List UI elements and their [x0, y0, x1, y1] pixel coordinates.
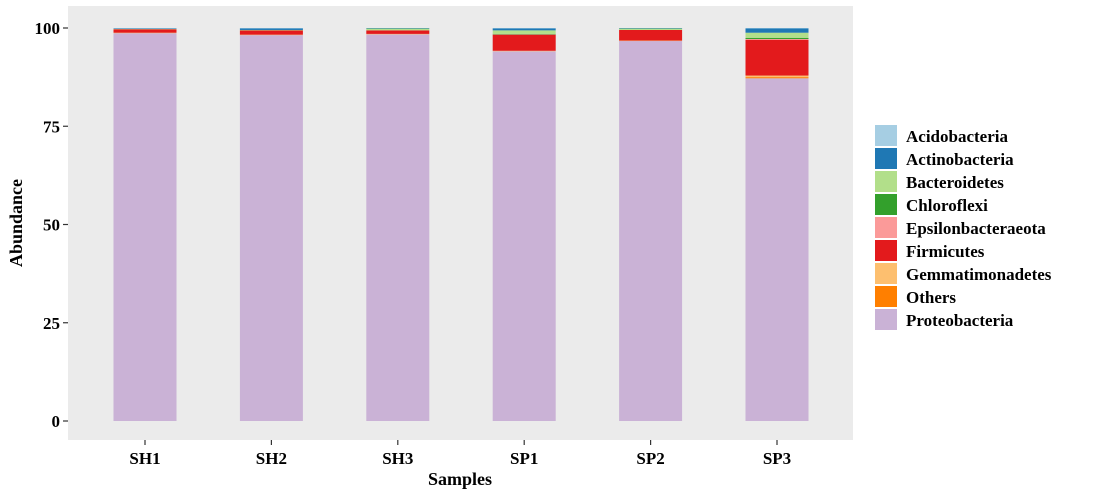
- legend-label-bacteroidetes: Bacteroidetes: [906, 173, 1004, 192]
- bar-segment-sp3-others: [745, 77, 809, 79]
- x-tick-label: SH1: [129, 449, 160, 468]
- y-tick-label: 100: [35, 19, 61, 38]
- x-tick-label: SH3: [382, 449, 413, 468]
- legend-swatch-acidobacteria: [875, 125, 897, 146]
- y-tick-label: 0: [52, 412, 61, 431]
- bar-segment-sp2-firmicutes: [619, 29, 683, 41]
- bar-segment-sp2-bacteroidetes: [619, 28, 683, 30]
- legend-label-acidobacteria: Acidobacteria: [906, 127, 1008, 146]
- legend: Acidobacteria Actinobacteria Bacteroidetes…: [875, 125, 1052, 330]
- bars-layer: [113, 28, 809, 422]
- bar-segment-sp3-gemmatimonadetes: [745, 75, 809, 78]
- bar-segment-sp3-chloroflexi: [745, 37, 809, 40]
- legend-swatch-proteobacteria: [875, 309, 897, 330]
- bar-segment-sh3-gemmatimonadetes: [366, 33, 430, 35]
- bar-segment-sh1-proteobacteria: [113, 33, 177, 421]
- legend-swatch-others: [875, 286, 897, 307]
- bar-segment-sp2-proteobacteria: [619, 40, 683, 422]
- bar-segment-sh1-bacteroidetes: [113, 28, 177, 30]
- legend-swatch-firmicutes: [875, 240, 897, 261]
- bar-segment-sh3-actinobacteria: [366, 28, 430, 29]
- legend-label-others: Others: [906, 288, 956, 307]
- bar-segment-sp3-acidobacteria: [745, 28, 809, 29]
- legend-label-gemmatimonadetes: Gemmatimonadetes: [906, 265, 1052, 284]
- bar-segment-sh2-actinobacteria: [239, 28, 303, 30]
- legend-swatch-epsilonbacteraeota: [875, 217, 897, 238]
- bar-segment-sp3-proteobacteria: [745, 78, 809, 421]
- x-tick-label: SP3: [763, 449, 791, 468]
- bar-segment-sh2-firmicutes: [239, 30, 303, 35]
- bar-segment-sh1-firmicutes: [113, 29, 177, 33]
- bar-segment-sp3-actinobacteria: [745, 28, 809, 33]
- bar-segment-sh3-bacteroidetes: [366, 28, 430, 31]
- bar-segment-sh3-firmicutes: [366, 30, 430, 34]
- bar-segment-sh2-gemmatimonadetes: [239, 34, 303, 36]
- legend-label-firmicutes: Firmicutes: [906, 242, 985, 261]
- legend-swatch-chloroflexi: [875, 194, 897, 215]
- bar-segment-sp1-firmicutes: [492, 34, 556, 51]
- plot-panel: [68, 6, 853, 440]
- bar-segment-sp2-actinobacteria: [619, 28, 683, 29]
- y-tick-label: 75: [43, 117, 60, 136]
- bar-segment-sp1-bacteroidetes: [492, 30, 556, 34]
- bar-segment-sp2-gemmatimonadetes: [619, 40, 683, 42]
- legend-label-proteobacteria: Proteobacteria: [906, 311, 1014, 330]
- legend-label-epsilonbacteraeota: Epsilonbacteraeota: [906, 219, 1046, 238]
- bar-segment-sp3-bacteroidetes: [745, 32, 809, 38]
- y-axis: 0 25 50 75 100: [35, 19, 68, 431]
- x-axis-title: Samples: [428, 469, 492, 489]
- x-tick-label: SP1: [510, 449, 538, 468]
- y-tick-label: 50: [43, 216, 60, 235]
- x-tick-label: SH2: [256, 449, 287, 468]
- legend-label-actinobacteria: Actinobacteria: [906, 150, 1014, 169]
- bar-segment-sp1-proteobacteria: [492, 51, 556, 421]
- y-tick-label: 25: [43, 314, 60, 333]
- bar-segment-sp1-chloroflexi: [492, 33, 556, 35]
- legend-swatch-bacteroidetes: [875, 171, 897, 192]
- bar-segment-sh2-bacteroidetes: [239, 29, 303, 31]
- bar-segment-sh1-gemmatimonadetes: [113, 32, 177, 34]
- bar-segment-sp1-acidobacteria: [492, 28, 556, 29]
- bar-segment-sp1-actinobacteria: [492, 28, 556, 31]
- bar-segment-sh1-acidobacteria: [113, 28, 177, 29]
- legend-swatch-actinobacteria: [875, 148, 897, 169]
- x-axis: SH1 SH2 SH3 SP1 SP2 SP3: [129, 440, 791, 468]
- bar-segment-sp1-epsilonbacteraeota: [492, 34, 556, 35]
- bar-segment-sp3-epsilonbacteraeota: [745, 39, 809, 40]
- legend-swatch-gemmatimonadetes: [875, 263, 897, 284]
- bar-segment-sh2-proteobacteria: [239, 35, 303, 421]
- bar-segment-sh1-actinobacteria: [113, 28, 177, 29]
- bar-segment-sh3-proteobacteria: [366, 34, 430, 422]
- y-axis-title: Abundance: [6, 179, 26, 267]
- bar-segment-sp3-firmicutes: [745, 39, 809, 76]
- legend-label-chloroflexi: Chloroflexi: [906, 196, 988, 215]
- bar-segment-sh2-acidobacteria: [239, 28, 303, 29]
- bar-segment-sp1-gemmatimonadetes: [492, 50, 556, 52]
- x-tick-label: SP2: [636, 449, 664, 468]
